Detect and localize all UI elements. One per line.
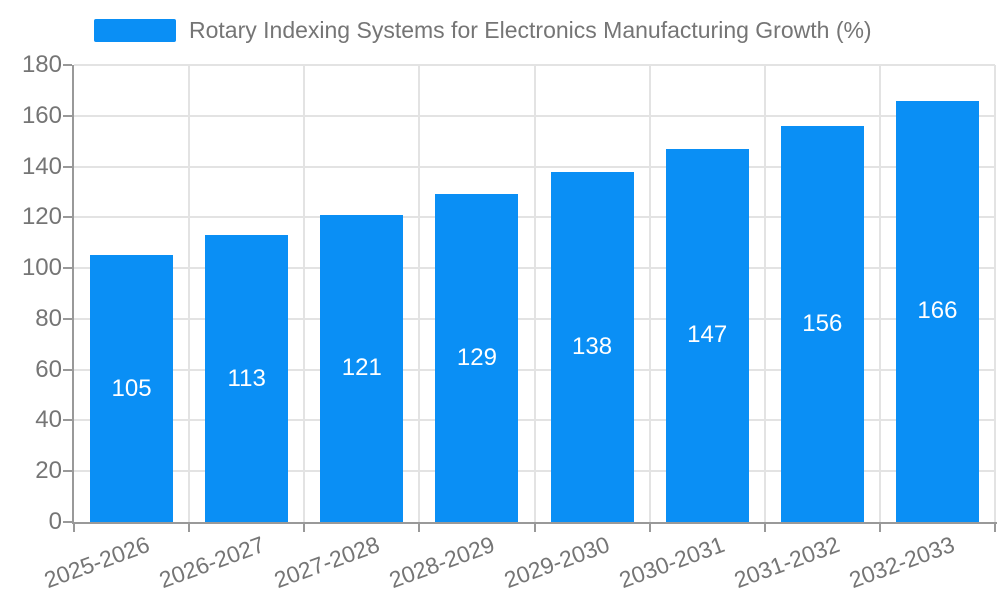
x-tick-label: 2027-2028 xyxy=(270,531,383,594)
legend-label: Rotary Indexing Systems for Electronics … xyxy=(189,16,872,43)
v-gridline xyxy=(303,65,306,522)
bar: 113 xyxy=(205,235,289,522)
bar: 121 xyxy=(320,214,404,522)
bar-value-label: 121 xyxy=(341,354,382,382)
x-tick-mark xyxy=(994,524,996,532)
y-tick-label: 80 xyxy=(35,304,62,332)
y-tick-label: 100 xyxy=(21,254,62,282)
x-tick-mark xyxy=(763,524,766,532)
y-axis-line xyxy=(72,65,74,524)
x-tick-mark xyxy=(418,524,421,532)
x-tick-label: 2028-2029 xyxy=(385,531,498,594)
bar-value-label: 129 xyxy=(456,344,497,372)
x-tick-label: 2030-2031 xyxy=(615,531,729,594)
y-tick-mark xyxy=(63,317,72,320)
plot-area: 0 20 40 60 80 100 120 140 160 180 105 113 121 129 138 1… xyxy=(22,51,997,593)
y-tick-mark xyxy=(63,368,72,371)
x-tick-label: 2029-2030 xyxy=(500,531,613,594)
y-tick-mark xyxy=(63,470,72,473)
y-tick-mark xyxy=(63,521,72,523)
x-tick-label: 2032-2033 xyxy=(846,531,959,594)
y-tick-mark xyxy=(63,267,72,270)
v-gridline xyxy=(648,65,651,522)
legend-item[interactable]: Rotary Indexing Systems for Electronics … xyxy=(94,15,872,45)
v-gridline xyxy=(763,65,766,522)
bar-value-label: 156 xyxy=(802,309,843,337)
y-tick-label: 180 xyxy=(21,51,62,78)
x-tick-mark xyxy=(533,524,536,532)
bar: 138 xyxy=(550,171,634,522)
x-tick-label: 2026-2027 xyxy=(155,531,268,594)
v-gridline xyxy=(533,65,536,522)
bar: 129 xyxy=(435,194,519,522)
y-tick-mark xyxy=(63,64,72,66)
x-tick-mark xyxy=(73,524,75,532)
v-gridline xyxy=(418,65,421,522)
x-tick-label: 2025-2026 xyxy=(40,531,153,594)
y-tick-mark xyxy=(63,114,72,117)
bar-value-label: 166 xyxy=(917,297,958,325)
y-tick-mark xyxy=(63,419,72,422)
bar-value-label: 113 xyxy=(227,364,266,392)
y-tick-label: 140 xyxy=(21,152,62,180)
y-tick-label: 40 xyxy=(35,406,62,434)
y-tick-label: 160 xyxy=(21,101,62,129)
y-tick-mark xyxy=(63,165,72,168)
legend-swatch[interactable] xyxy=(94,18,176,42)
x-tick-mark xyxy=(878,524,881,532)
y-tick-label: 120 xyxy=(21,203,62,231)
bar: 156 xyxy=(780,125,864,522)
y-tick-mark xyxy=(63,216,72,219)
v-gridline xyxy=(994,65,996,522)
bar-value-label: 147 xyxy=(687,321,728,349)
x-tick-label: 2031-2032 xyxy=(730,531,844,594)
x-tick-mark xyxy=(648,524,651,532)
y-tick-label: 60 xyxy=(35,355,62,383)
bar: 105 xyxy=(90,255,174,522)
x-tick-mark xyxy=(303,524,306,532)
bar: 166 xyxy=(895,100,979,522)
x-tick-mark xyxy=(188,524,191,532)
x-axis-line xyxy=(72,522,997,524)
y-tick-label: 20 xyxy=(35,457,62,485)
v-gridline xyxy=(878,65,881,522)
bar-value-label: 138 xyxy=(572,332,613,360)
y-tick-label: 0 xyxy=(48,508,62,535)
v-gridline xyxy=(188,65,191,522)
bar: 147 xyxy=(665,148,749,522)
bar-value-label: 105 xyxy=(111,374,152,402)
